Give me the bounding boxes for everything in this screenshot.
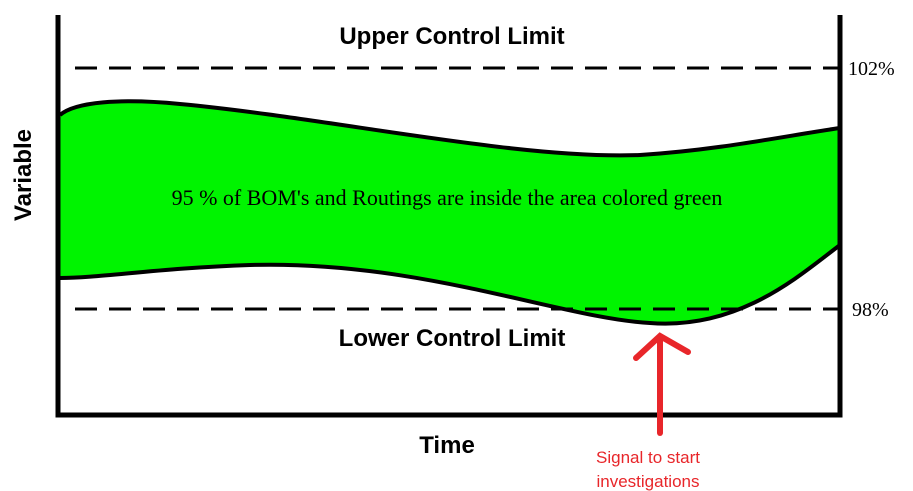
lower-limit-label: Lower Control Limit bbox=[339, 325, 566, 352]
upper-limit-value: 102% bbox=[848, 58, 895, 80]
green-band bbox=[60, 101, 840, 324]
band-text: 95 % of BOM's and Routings are inside th… bbox=[172, 185, 723, 210]
annotation-line: investigations bbox=[596, 472, 699, 491]
band-upper-edge bbox=[58, 99, 841, 158]
signal-arrow bbox=[633, 332, 691, 436]
lower-limit-value: 98% bbox=[852, 299, 889, 321]
y-axis-label: Variable bbox=[10, 129, 37, 221]
axes bbox=[55, 15, 843, 418]
annotation-line: Signal to start bbox=[596, 448, 700, 467]
band-lower-edge bbox=[59, 243, 842, 326]
x-axis-label: Time bbox=[419, 432, 475, 459]
upper-limit-label: Upper Control Limit bbox=[339, 23, 564, 50]
